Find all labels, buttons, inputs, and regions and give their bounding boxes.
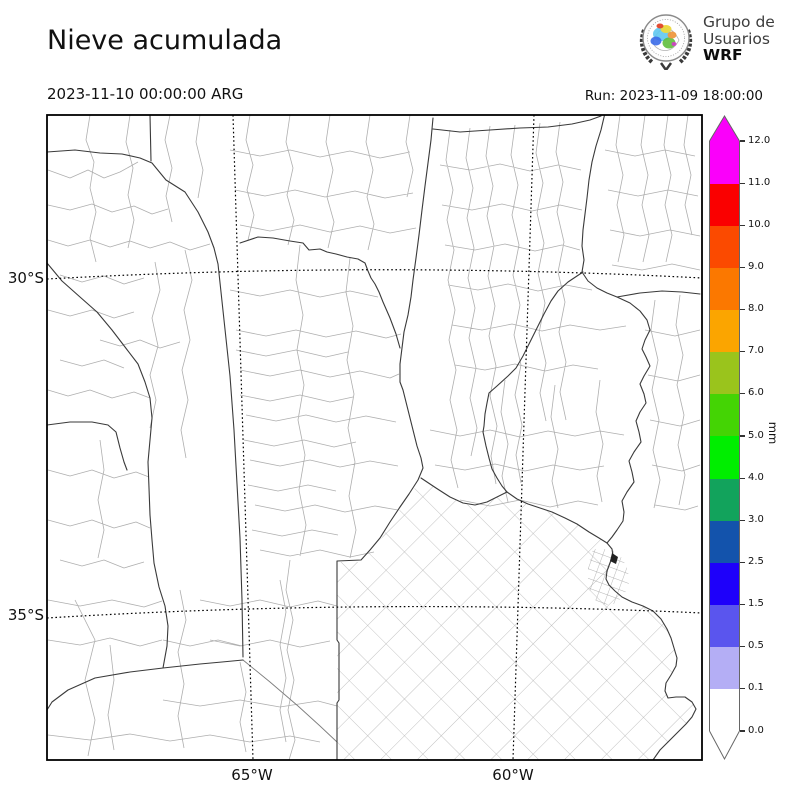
province-borders [47, 115, 701, 760]
colorbar-tick-mark [740, 477, 745, 479]
colorbar-tick-mark [740, 351, 745, 353]
colorbar-tick-mark [740, 688, 745, 690]
colorbar-tick-mark [740, 140, 745, 142]
logo-text-line1: Grupo de [703, 13, 775, 32]
colorbar-tick-mark [740, 561, 745, 564]
colorbar-segment-5.0-6.0 [710, 393, 739, 437]
colorbar-tick-label: 0.5 [748, 640, 764, 652]
colorbar-tick-label: 0.1 [748, 682, 764, 694]
colorbar-segment-7.0-8.0 [710, 309, 739, 353]
caba-marker [610, 553, 618, 564]
gridline-60w [512, 115, 535, 760]
seal-weather-blobs [650, 23, 680, 51]
colorbar-tick-label: 5.0 [748, 429, 764, 441]
colorbar-tick-mark [740, 435, 745, 437]
colorbar-tick-mark [740, 266, 745, 269]
department-borders [47, 115, 701, 760]
colorbar-segment-4.0-5.0 [710, 436, 739, 479]
colorbar-segment-9.0-10.0 [710, 225, 739, 268]
colorbar-segment-8.0-9.0 [710, 267, 739, 310]
colorbar-segment-0.1-0.5 [710, 646, 739, 690]
colorbar-up-arrow [709, 115, 740, 142]
buenos-aires-partidos-lattice [337, 479, 695, 760]
colorbar-tick-label: 2.5 [748, 555, 764, 567]
colorbar-tick-mark [740, 603, 745, 606]
desaguadero-river [47, 262, 244, 711]
colorbar-tick-label: 12.0 [748, 134, 771, 146]
lat-tick-30s: 30°S [7, 269, 44, 287]
valid-time-label: 2023-11-10 00:00:00 ARG [47, 85, 244, 103]
lon-tick-65w: 65°W [231, 766, 273, 784]
logo-text-line2: Usuarios [703, 29, 770, 48]
colorbar-tick-label: 1.5 [748, 598, 764, 610]
gridline-65w [232, 115, 254, 760]
amba-dense-cluster [588, 549, 629, 605]
colorbar-tick-mark [740, 393, 745, 395]
colorbar-tick-label: 3.0 [748, 513, 764, 525]
colorbar-tick-label: 9.0 [748, 260, 764, 272]
colorbar-segment-2.5-3.0 [710, 520, 739, 563]
lon-tick-60w: 60°W [492, 766, 534, 784]
colorbar-tick-mark [740, 646, 745, 648]
pampa-cordoba-diagonal-border [242, 659, 338, 743]
colorbar-tick-label: 10.0 [748, 218, 771, 230]
colorbar-tick-label: 7.0 [748, 345, 764, 357]
colorbar-segment-10.0-11.0 [710, 183, 739, 226]
rio-de-la-plata-coastline [605, 542, 697, 760]
page-title: Nieve acumulada [47, 25, 283, 56]
gridline-30s [47, 269, 702, 280]
colorbar-segment-1.5-2.5 [710, 562, 739, 605]
colorbar-unit-label: mm [766, 421, 781, 445]
colorbar-tick-mark [740, 182, 745, 184]
parana-river [581, 115, 651, 544]
map-frame [46, 114, 703, 761]
colorbar-segment-0.0-0.1 [710, 688, 739, 732]
colorbar-tick-label: 8.0 [748, 303, 764, 315]
colorbar-tick-label: 4.0 [748, 471, 764, 483]
gridline-35s [47, 605, 702, 619]
graticule-gridlines [47, 115, 702, 760]
wrf-globe-seal-icon [639, 14, 693, 70]
colorbar-tick-mark [740, 224, 745, 226]
colorbar-tick-label: 0.0 [748, 724, 764, 736]
run-time-label: Run: 2023-11-09 18:00:00 [584, 88, 763, 104]
colorbar-segment-0.5-1.5 [710, 604, 739, 648]
colorbar-tick-mark [740, 730, 745, 732]
colorbar-down-arrow [709, 730, 740, 761]
wrf-logo: Grupo de Usuarios WRF [636, 8, 775, 70]
colorbar-tick-mark [740, 308, 745, 311]
colorbar-tick-label: 11.0 [748, 176, 771, 188]
colorbar-segment-3.0-4.0 [710, 478, 739, 521]
colorbar-segment-11.0-12.0 [710, 141, 739, 184]
colorbar-tick-label: 6.0 [748, 387, 764, 399]
logo-text-wrf: WRF [703, 46, 743, 65]
lat-tick-35s: 35°S [7, 606, 44, 624]
colorbar-tick-mark [740, 519, 745, 521]
colorbar-segment-6.0-7.0 [710, 351, 739, 395]
